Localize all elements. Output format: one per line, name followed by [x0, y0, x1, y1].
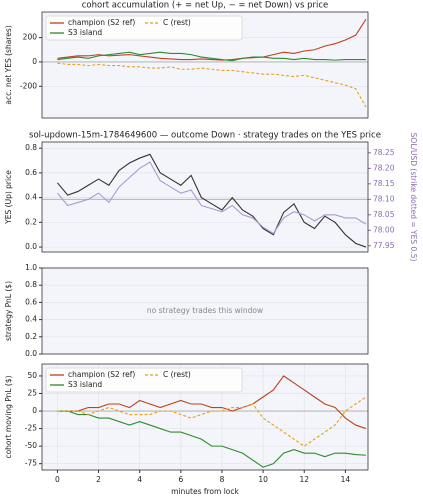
x-tick-label: 12 [299, 475, 309, 484]
series-line [57, 396, 367, 447]
x-tick-label: 6 [178, 475, 183, 484]
y-tick-label: 0.8 [25, 280, 37, 289]
plot-area [42, 268, 368, 354]
y-tick-label: -75 [25, 459, 37, 468]
annotation: no strategy trades this window [147, 306, 263, 315]
y-tick-label: -25 [25, 424, 37, 433]
chart-title: sol-updown-15m-1784649600 — outcome Down… [29, 131, 381, 141]
legend-label: S3 island [68, 28, 102, 37]
y2-tick-label: 78.00 [373, 225, 395, 234]
plot-frame [41, 141, 369, 253]
chart-title: cohort accumulation (+ = net Up, − = net… [82, 1, 329, 11]
legend-label: C (rest) [163, 18, 191, 27]
series-line [57, 51, 366, 62]
y-tick-label: 1.0 [25, 263, 37, 272]
series-line [57, 62, 367, 108]
y-axis-label: acc. net YES (shares) [4, 25, 13, 104]
y2-tick-label: 78.10 [373, 194, 395, 203]
x-tick-label: 4 [137, 475, 142, 484]
y-tick-label: 200 [23, 33, 38, 42]
plot-frame [41, 267, 369, 355]
y2-tick-label: 78.15 [373, 179, 395, 188]
plot-frame [41, 11, 369, 119]
x-tick-label: 8 [220, 475, 225, 484]
y-axis-label: strategy PnL ($) [4, 281, 13, 341]
y-tick-label: 0.4 [25, 315, 37, 324]
y-tick-label: -200 [20, 81, 37, 90]
y-tick-label: 0.0 [25, 242, 37, 251]
y-tick-label: 0.2 [25, 217, 37, 226]
x-tick-label: 10 [258, 475, 268, 484]
y2-tick-label: 77.95 [373, 241, 395, 250]
legend-box [45, 367, 243, 393]
y-tick-label: 0.6 [25, 168, 37, 177]
y-axis-label: cohort moving PnL ($) [4, 375, 13, 458]
legend-label: champion (S2 ref) [68, 370, 135, 379]
y2-tick-label: 78.20 [373, 163, 395, 172]
y-tick-label: 50 [27, 371, 37, 380]
y-axis-label: YES (Up) price [4, 170, 13, 225]
y2-tick-label: 78.05 [373, 210, 395, 219]
series-line [57, 375, 367, 430]
series-line [57, 19, 367, 61]
y-tick-label: 0 [32, 406, 37, 415]
legend-label: champion (S2 ref) [68, 18, 135, 27]
y-tick-label: -50 [25, 441, 37, 450]
y-tick-label: 0 [32, 57, 37, 66]
legend-label: C (rest) [163, 370, 191, 379]
x-axis-label: minutes from lock [171, 487, 239, 496]
y2-tick-label: 78.25 [373, 148, 395, 157]
plot-area [42, 142, 368, 252]
y-tick-label: 0.6 [25, 297, 37, 306]
y2-axis-label: SOL/USD (strike dotted = YES 0.5) [409, 133, 418, 262]
legend-label: S3 island [68, 380, 102, 389]
plot-frame [41, 363, 369, 471]
series-line [57, 410, 366, 468]
x-tick-label: 2 [96, 475, 101, 484]
y-tick-label: 0.8 [25, 143, 37, 152]
legend-box [45, 15, 243, 41]
series-line [57, 161, 367, 235]
x-tick-label: 0 [55, 475, 60, 484]
series-line [57, 153, 367, 248]
y-tick-label: 25 [27, 388, 37, 397]
x-tick-label: 14 [341, 475, 351, 484]
y-tick-label: 0.0 [25, 349, 37, 358]
y-tick-label: 0.4 [25, 193, 37, 202]
y-tick-label: 0.2 [25, 332, 37, 341]
